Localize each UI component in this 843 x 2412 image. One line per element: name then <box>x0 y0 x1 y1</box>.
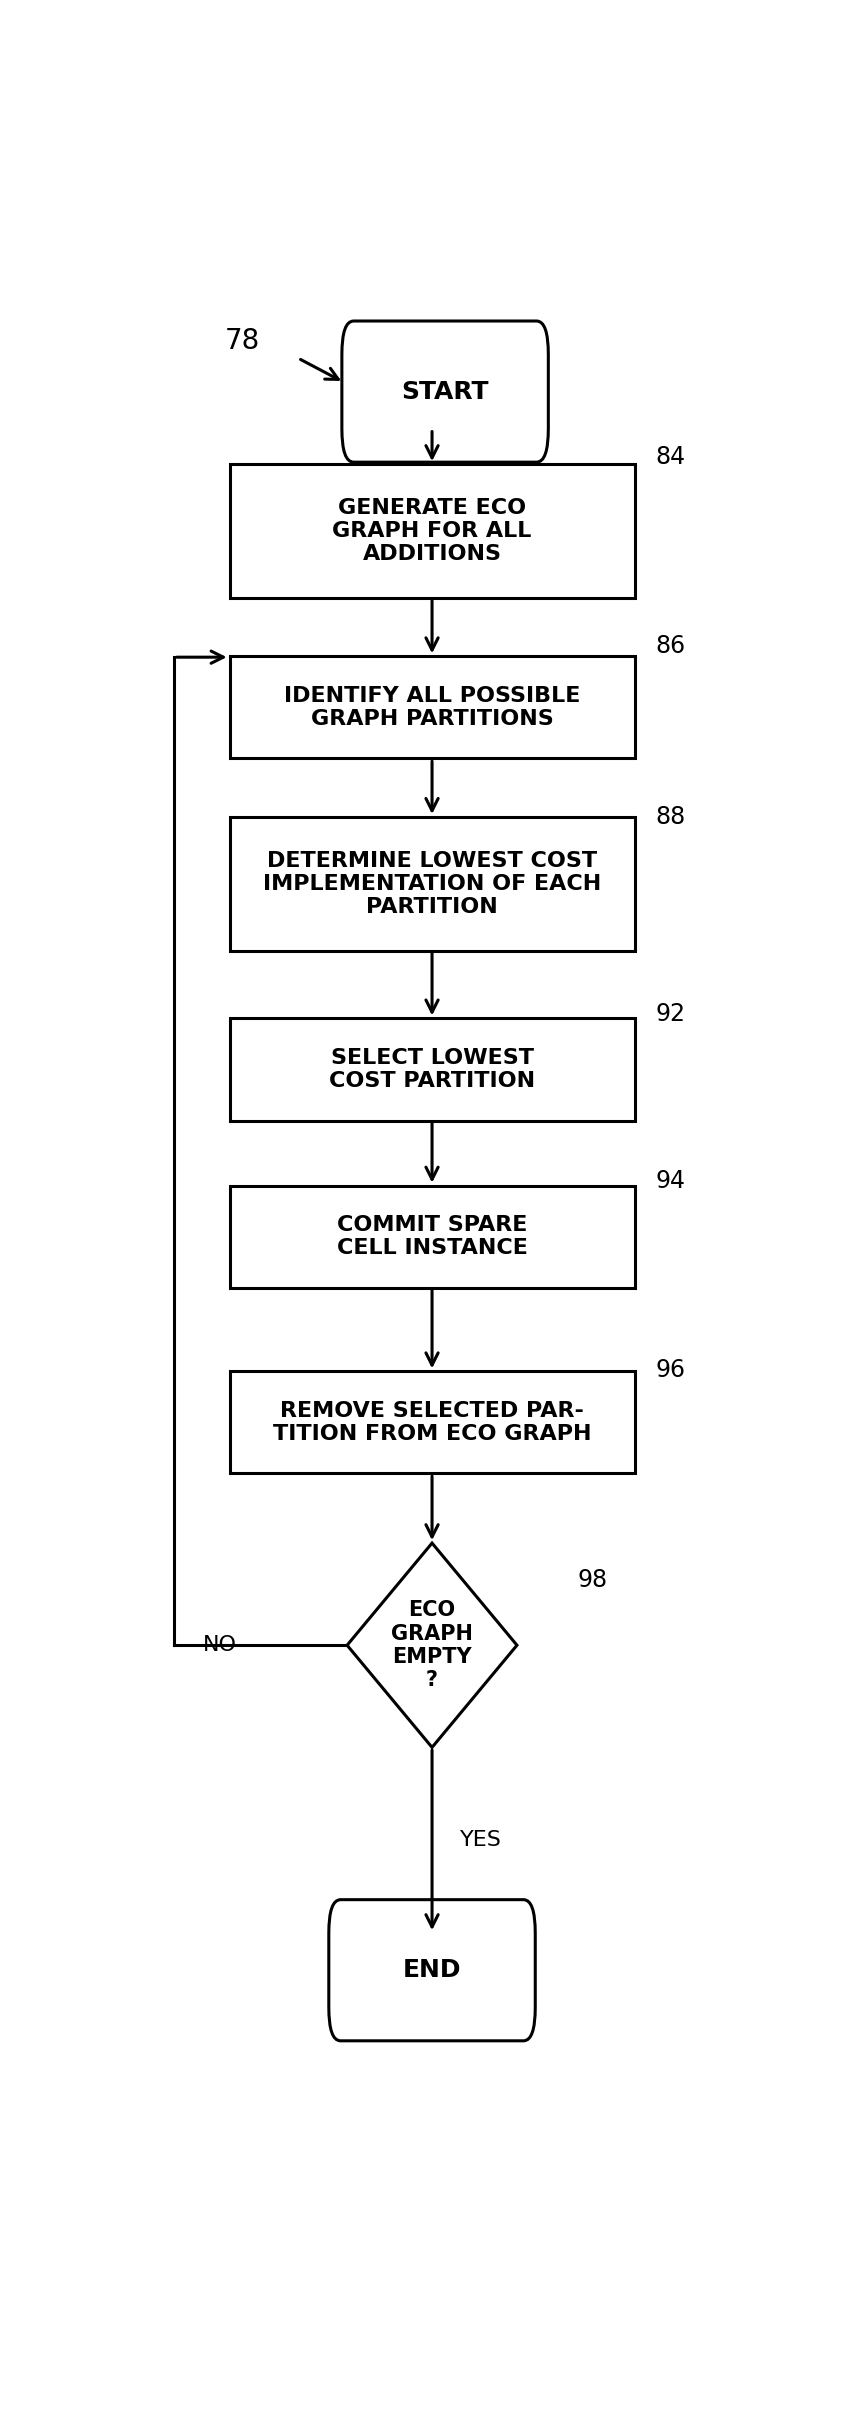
Text: 84: 84 <box>656 444 685 468</box>
Text: 96: 96 <box>656 1358 685 1382</box>
Text: GENERATE ECO
GRAPH FOR ALL
ADDITIONS: GENERATE ECO GRAPH FOR ALL ADDITIONS <box>332 497 532 564</box>
Text: 94: 94 <box>656 1170 685 1194</box>
Bar <box>229 463 635 598</box>
Text: IDENTIFY ALL POSSIBLE
GRAPH PARTITIONS: IDENTIFY ALL POSSIBLE GRAPH PARTITIONS <box>284 685 580 728</box>
Text: REMOVE SELECTED PAR-
TITION FROM ECO GRAPH: REMOVE SELECTED PAR- TITION FROM ECO GRA… <box>273 1401 591 1445</box>
Text: COMMIT SPARE
CELL INSTANCE: COMMIT SPARE CELL INSTANCE <box>336 1216 528 1259</box>
Text: DETERMINE LOWEST COST
IMPLEMENTATION OF EACH
PARTITION: DETERMINE LOWEST COST IMPLEMENTATION OF … <box>263 851 601 917</box>
Text: START: START <box>401 379 489 403</box>
Bar <box>229 1187 635 1288</box>
Text: END: END <box>403 1959 461 1983</box>
Bar <box>229 1018 635 1122</box>
FancyBboxPatch shape <box>342 321 548 463</box>
Bar <box>229 818 635 950</box>
Text: 88: 88 <box>655 806 685 830</box>
Text: SELECT LOWEST
COST PARTITION: SELECT LOWEST COST PARTITION <box>329 1047 535 1090</box>
Text: YES: YES <box>460 1831 502 1850</box>
Bar <box>229 1372 635 1474</box>
FancyBboxPatch shape <box>329 1901 535 2041</box>
Polygon shape <box>347 1544 517 1746</box>
Text: 92: 92 <box>656 1001 685 1025</box>
Text: ECO
GRAPH
EMPTY
?: ECO GRAPH EMPTY ? <box>391 1602 473 1691</box>
Bar <box>229 656 635 757</box>
Text: 78: 78 <box>225 328 260 355</box>
Text: 86: 86 <box>656 634 685 658</box>
Text: 98: 98 <box>577 1568 607 1592</box>
Text: NO: NO <box>202 1635 237 1655</box>
